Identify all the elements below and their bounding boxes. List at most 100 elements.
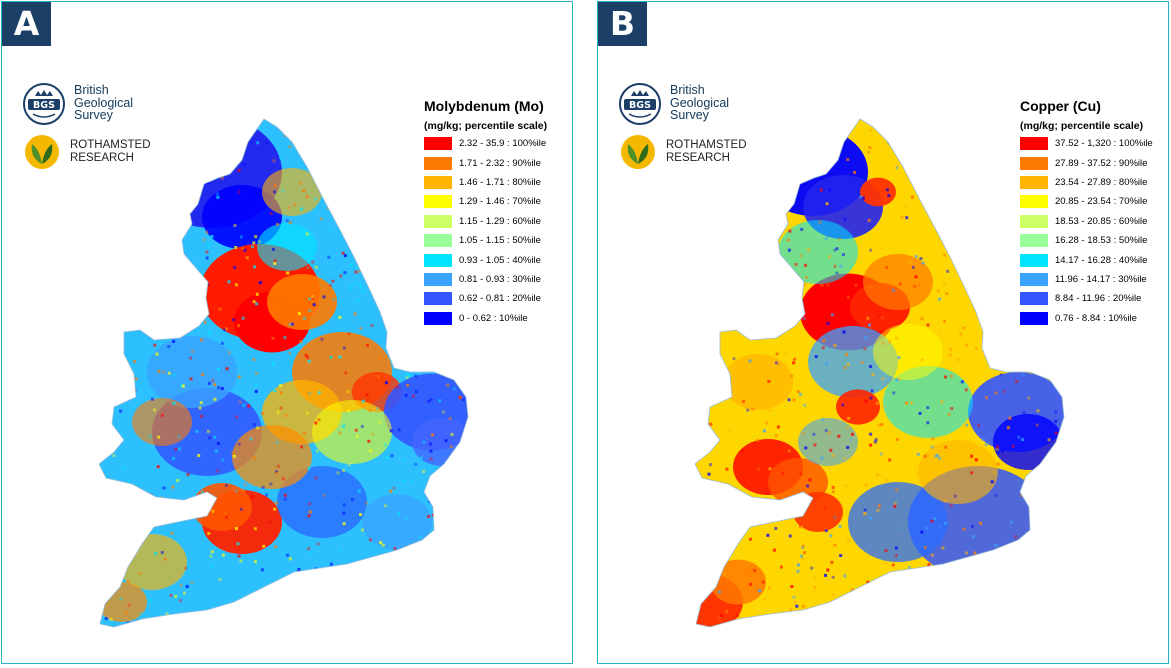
sample-point <box>868 146 872 149</box>
sample-point <box>800 554 803 558</box>
sample-point <box>208 161 212 165</box>
sample-point <box>1003 390 1007 394</box>
sample-point <box>708 220 711 224</box>
sample-point <box>895 336 898 340</box>
sample-point <box>385 150 389 154</box>
sample-point <box>288 221 292 225</box>
sample-point <box>167 227 171 231</box>
sample-point <box>273 183 277 187</box>
sample-point <box>900 598 903 602</box>
sample-point <box>107 520 111 523</box>
legend-label: 14.17 - 16.28 : 40%ile <box>1055 254 1148 266</box>
sample-point <box>344 371 348 375</box>
sample-point <box>821 346 825 350</box>
sample-point <box>783 313 787 317</box>
sample-point <box>973 551 977 555</box>
sample-point <box>900 215 904 219</box>
sample-point <box>273 190 276 194</box>
sample-point <box>359 284 363 288</box>
sample-point <box>110 511 114 515</box>
sample-point <box>384 381 388 385</box>
sample-point <box>207 381 211 385</box>
concentration-zone <box>147 336 237 408</box>
sample-point <box>773 268 777 271</box>
sample-point <box>945 292 949 296</box>
sample-point <box>388 281 392 285</box>
legend-entry: 1.46 - 1.71 : 80%ile <box>424 173 572 192</box>
sample-point <box>128 369 132 373</box>
sample-point <box>470 504 473 507</box>
sample-point <box>368 408 372 412</box>
sample-point <box>210 550 214 554</box>
sample-point <box>438 399 442 403</box>
concentration-zone <box>99 582 147 622</box>
sample-point <box>845 353 849 356</box>
sample-point <box>262 544 266 548</box>
sample-point <box>111 342 115 346</box>
sample-point <box>265 493 269 497</box>
sample-point <box>368 538 372 542</box>
sample-point <box>454 366 458 370</box>
sample-point <box>923 138 927 142</box>
sample-point <box>963 265 967 268</box>
sample-point <box>134 377 138 381</box>
sample-point <box>379 541 383 545</box>
sample-point <box>949 347 953 351</box>
sample-point <box>960 380 964 384</box>
sample-point <box>362 586 366 590</box>
sample-point <box>943 319 946 323</box>
sample-point <box>877 504 881 508</box>
sample-point <box>227 143 231 146</box>
sample-point <box>340 586 343 590</box>
sample-point <box>963 229 967 233</box>
sample-point <box>1010 320 1014 324</box>
sample-point <box>846 425 850 429</box>
sample-point <box>716 315 720 319</box>
sample-point <box>978 127 982 131</box>
sample-point <box>1059 594 1063 598</box>
sample-point <box>182 591 186 595</box>
sample-point <box>930 445 934 449</box>
sample-point <box>1062 624 1064 627</box>
sample-point <box>991 333 995 337</box>
sample-point <box>725 610 729 613</box>
sample-point <box>391 564 395 568</box>
sample-point <box>936 453 940 457</box>
sample-point <box>339 172 343 176</box>
sample-point <box>454 485 458 489</box>
sample-point <box>360 575 364 578</box>
sample-point <box>754 323 758 326</box>
sample-point <box>943 499 947 502</box>
sample-point <box>409 616 413 620</box>
sample-point <box>200 414 204 418</box>
sample-point <box>1021 438 1024 442</box>
sample-point <box>835 247 839 251</box>
sample-point <box>381 152 385 156</box>
sample-point <box>1016 352 1020 356</box>
sample-point <box>417 248 421 252</box>
sample-point <box>210 235 214 238</box>
sample-point <box>761 580 765 584</box>
sample-point <box>806 150 810 154</box>
sample-point <box>103 131 107 135</box>
sample-point <box>361 399 365 403</box>
sample-point <box>269 212 273 215</box>
sample-point <box>975 259 979 263</box>
sample-point <box>103 209 107 213</box>
sample-point <box>846 539 850 543</box>
sample-point <box>1011 557 1015 561</box>
sample-point <box>271 336 275 340</box>
legend-swatch <box>1020 272 1048 286</box>
concentration-zone <box>860 177 896 207</box>
sample-point <box>706 189 710 193</box>
sample-point <box>825 202 829 206</box>
sample-point <box>835 166 839 170</box>
sample-point <box>754 262 758 266</box>
sample-point <box>774 186 778 190</box>
sample-point <box>451 564 455 568</box>
sample-point <box>781 472 785 475</box>
sample-point <box>445 502 449 506</box>
sample-point <box>813 443 817 447</box>
sample-point <box>704 535 707 539</box>
sample-point <box>225 367 229 371</box>
